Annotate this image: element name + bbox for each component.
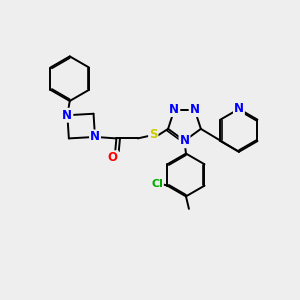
Text: N: N: [234, 103, 244, 116]
Text: S: S: [149, 128, 158, 141]
Text: Cl: Cl: [151, 179, 163, 189]
Text: N: N: [169, 103, 179, 116]
Text: N: N: [179, 134, 190, 147]
Text: O: O: [108, 151, 118, 164]
Text: N: N: [62, 109, 72, 122]
Text: N: N: [190, 103, 200, 116]
Text: N: N: [90, 130, 100, 143]
